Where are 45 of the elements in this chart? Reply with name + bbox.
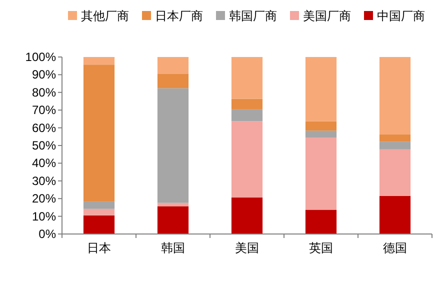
bar [231,98,263,110]
legend-label: 中国厂商 [377,9,425,23]
y-tick-label: 50% [32,138,56,152]
legend-label: 韩国厂商 [229,9,277,23]
bar [231,121,263,198]
x-tick-label: 韩国 [161,241,185,255]
bar [157,57,189,74]
y-tick-label: 70% [32,103,56,118]
y-tick-label: 90% [32,68,56,82]
bar [83,64,115,202]
bar [379,196,411,234]
bar [83,201,115,209]
bar [379,57,411,135]
bar [305,57,337,122]
bar [231,57,263,99]
y-tick-label: 40% [32,156,56,170]
legend-label: 美国厂商 [303,9,351,23]
bar [83,57,115,65]
x-tick-label: 德国 [383,241,407,255]
bar [83,215,115,234]
bar [231,109,263,122]
y-tick-label: 80% [32,85,56,100]
legend-label: 其他厂商 [81,9,129,23]
y-tick-label: 60% [32,120,56,135]
x-tick-label: 美国 [235,241,259,255]
bar [157,88,189,203]
y-tick-label: 100% [25,50,56,64]
x-tick-label: 英国 [309,241,333,255]
bar [157,206,189,234]
bar [305,210,337,234]
bar [83,208,115,216]
bar [305,138,337,210]
bar [379,142,411,150]
x-tick-label: 日本 [87,241,111,255]
bar [379,134,411,142]
bar [379,149,411,196]
y-tick-label: 10% [32,209,56,224]
bar [305,121,337,131]
y-tick-label: 0% [38,227,56,241]
bar [231,198,263,234]
bar [305,130,337,138]
y-tick-label: 20% [32,192,56,206]
legend-label: 日本厂商 [155,9,203,23]
bar [157,74,189,88]
y-tick-label: 30% [32,174,56,188]
